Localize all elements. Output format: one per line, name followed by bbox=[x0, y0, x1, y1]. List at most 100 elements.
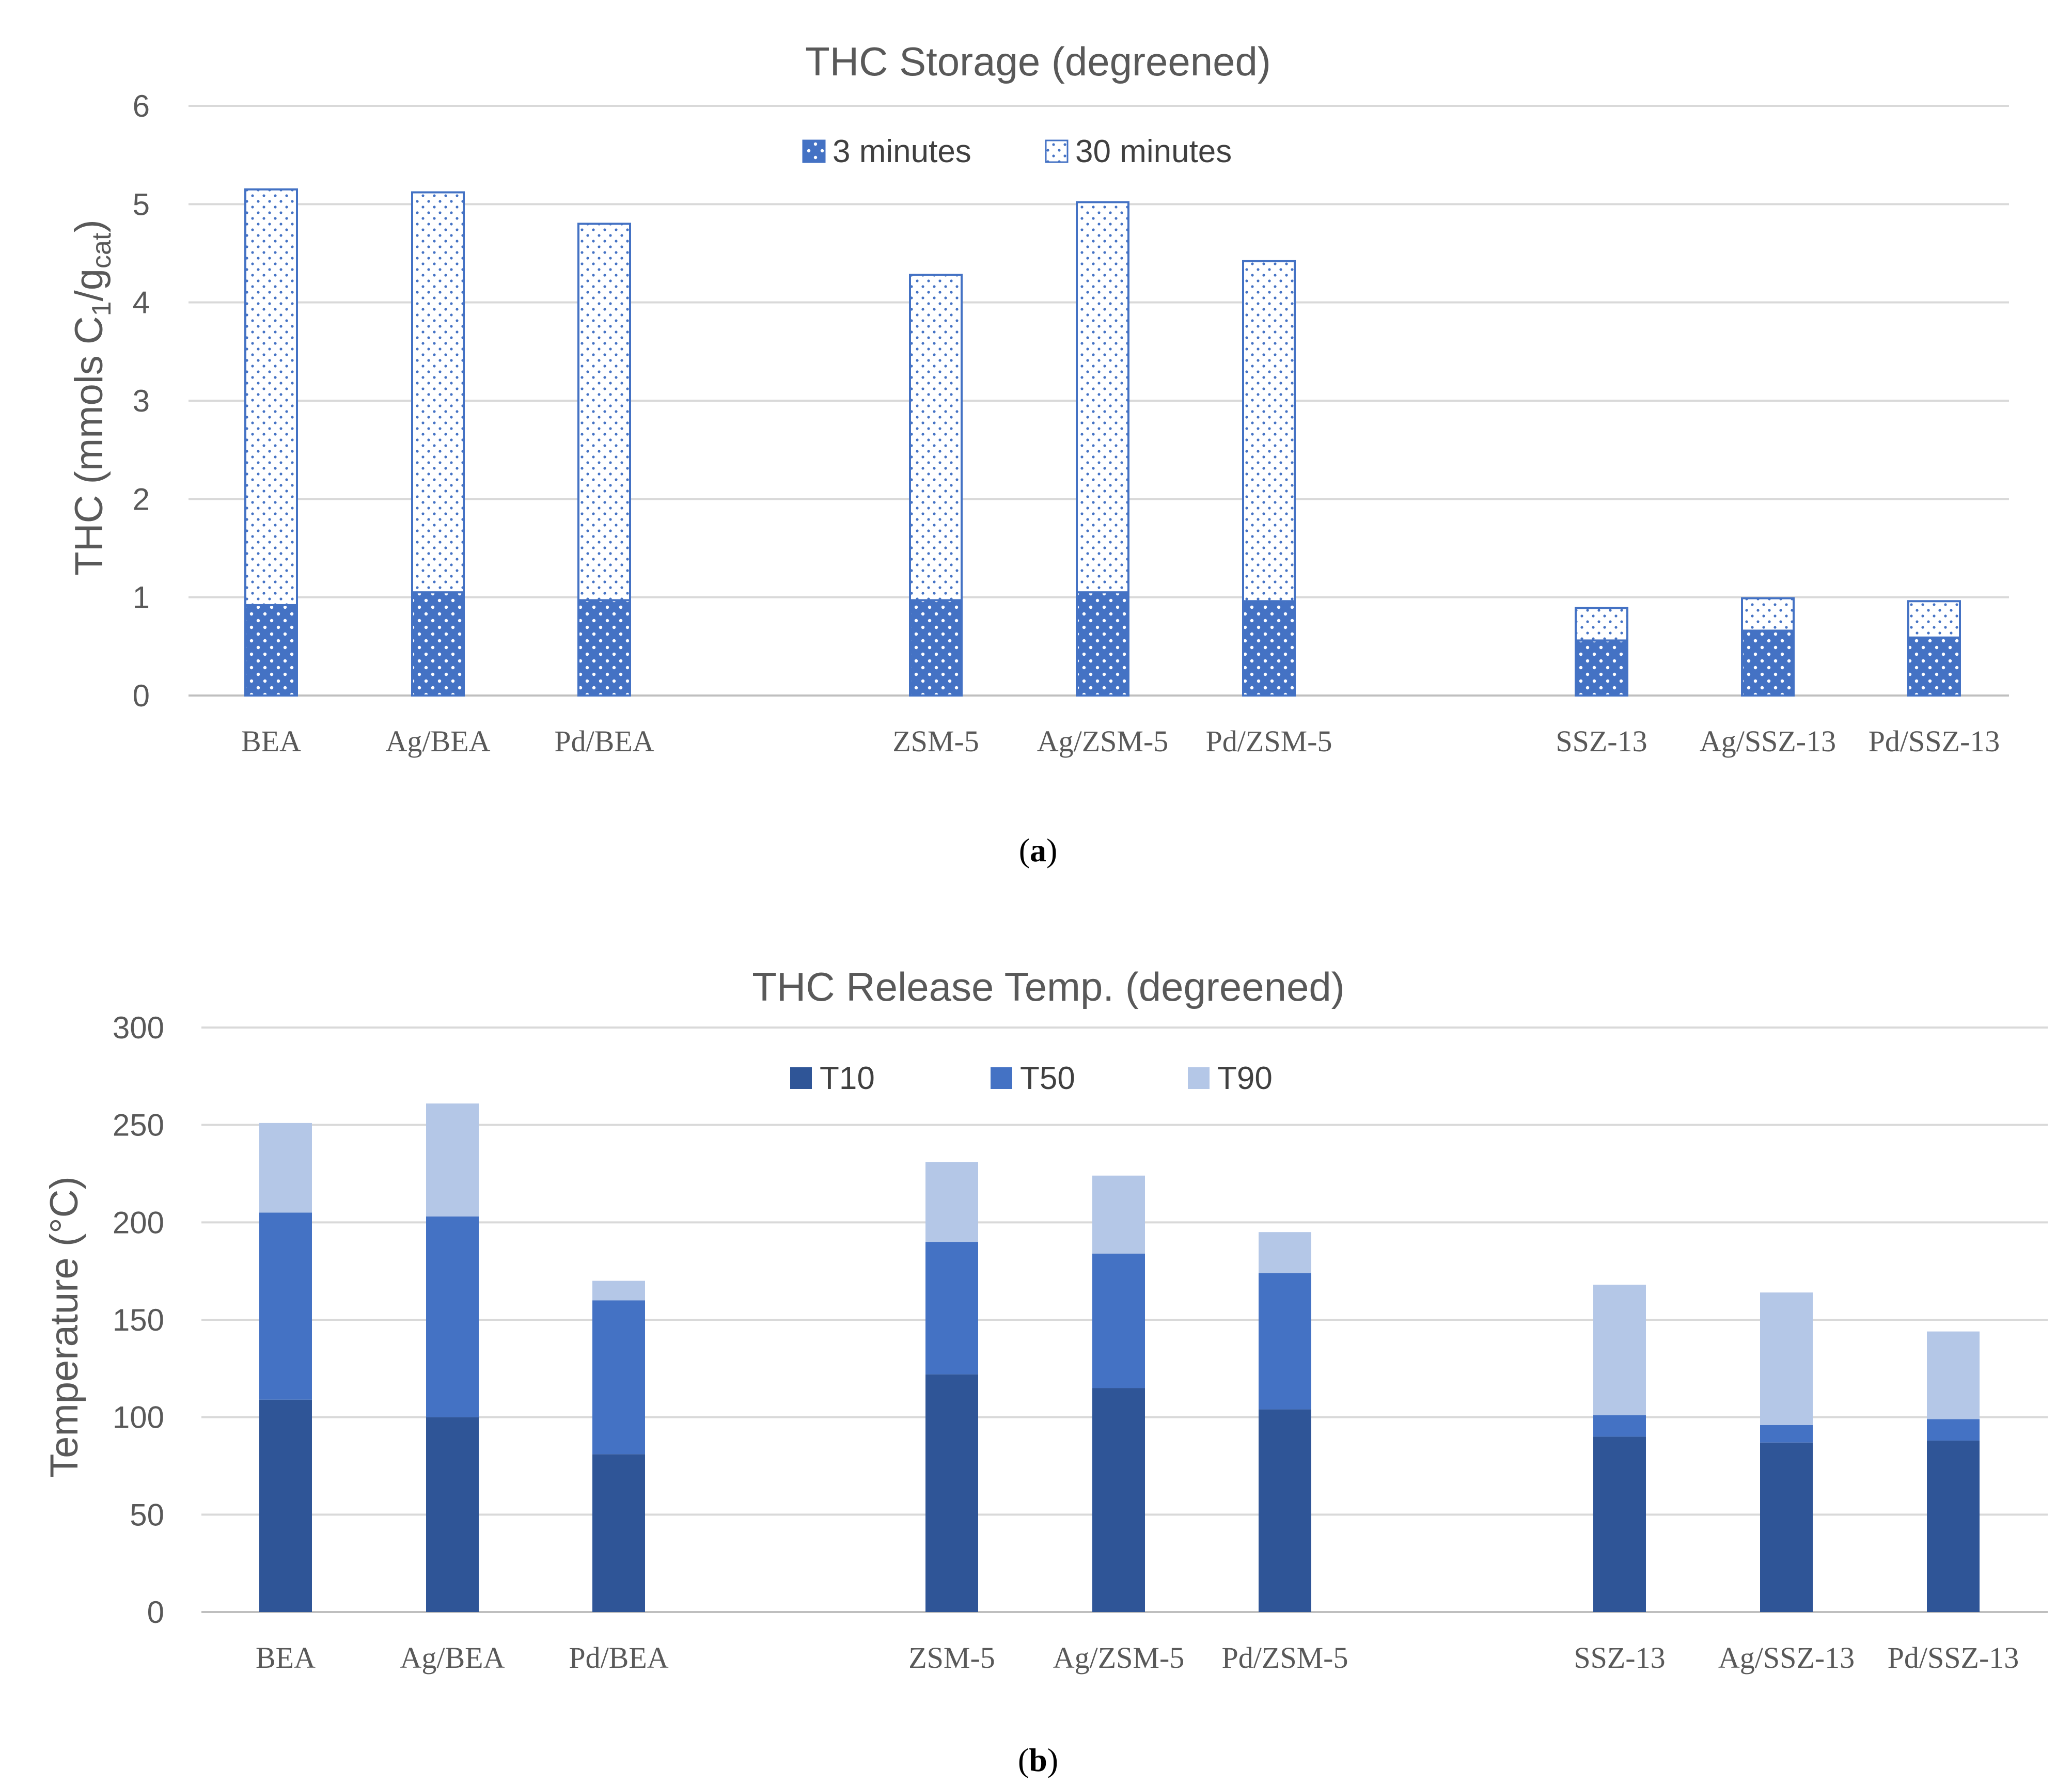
category-label-ag-bea: Ag/BEA bbox=[386, 724, 491, 758]
bar-ag-zsm-5-t10 bbox=[1092, 1388, 1145, 1612]
chart-a-caption: (a) bbox=[1019, 832, 1058, 868]
chart-a-y-ticks: 0 1 2 3 4 5 6 bbox=[133, 89, 150, 713]
chart-b-caption: (b) bbox=[1018, 1742, 1058, 1778]
bar-ag-zsm-5-t50 bbox=[1092, 1253, 1145, 1388]
bar-bea-3-minutes bbox=[244, 604, 298, 697]
bar-pd-ssz-13-t10 bbox=[1927, 1440, 1980, 1612]
legend-swatch-30-minutes bbox=[1045, 139, 1069, 163]
y-tick-label-300: 300 bbox=[113, 1010, 164, 1045]
category-label-pd-bea: Pd/BEA bbox=[554, 724, 654, 758]
legend-swatch-t90 bbox=[1188, 1067, 1210, 1089]
bar-ssz-13-t10 bbox=[1593, 1436, 1646, 1612]
bar-pd-bea-30-minutes bbox=[577, 223, 631, 602]
y-title-end: ) bbox=[67, 219, 111, 232]
legend-label-t50: T50 bbox=[1020, 1061, 1075, 1096]
chart-a-y-axis-title: THC (mmols C1/gcat) bbox=[67, 219, 117, 575]
category-label-pd-zsm-5: Pd/ZSM-5 bbox=[1222, 1641, 1348, 1675]
bar-bea-t50 bbox=[259, 1212, 312, 1400]
bar-pd-ssz-13-30-minutes bbox=[1907, 600, 1961, 639]
y-title-main: THC (mmols C bbox=[67, 316, 111, 575]
y-tick-label-3: 3 bbox=[133, 384, 150, 418]
y-tick-label-50: 50 bbox=[130, 1497, 164, 1532]
category-label-bea: BEA bbox=[256, 1641, 316, 1675]
y-tick-label-1: 1 bbox=[133, 580, 150, 615]
legend-label-t90: T90 bbox=[1217, 1061, 1273, 1096]
category-label-bea: BEA bbox=[241, 724, 301, 758]
y-tick-label-100: 100 bbox=[113, 1400, 164, 1435]
bar-ssz-13-t50 bbox=[1593, 1415, 1646, 1437]
category-label-ssz-13: SSZ-13 bbox=[1556, 724, 1647, 758]
chart-b-legend: T10 T50 T90 bbox=[790, 1061, 1273, 1096]
bar-bea-t90 bbox=[259, 1123, 312, 1213]
legend-label-30-minutes: 30 minutes bbox=[1075, 134, 1232, 169]
bar-zsm-5-30-minutes bbox=[909, 274, 963, 602]
bar-pd-ssz-13-t50 bbox=[1927, 1419, 1980, 1441]
chart-b-category-labels: BEA Ag/BEA Pd/BEA ZSM-5 Ag/ZSM-5 Pd/ZSM-5 SSZ-… bbox=[256, 1641, 2019, 1675]
bar-zsm-5-t90 bbox=[925, 1162, 978, 1242]
category-label-pd-ssz-13: Pd/SSZ-13 bbox=[1869, 724, 2000, 758]
chart-a-legend: 3 minutes 30 minutes bbox=[802, 134, 1232, 169]
chart-b-bars bbox=[259, 1103, 1980, 1612]
y-tick-label-0: 0 bbox=[133, 678, 150, 713]
chart-a: THC Storage (degreened) 0 1 2 3 4 5 6 BEA Ag/BE… bbox=[67, 39, 2009, 868]
chart-b: THC Release Temp. (degreened) 0 50 100 150 2… bbox=[42, 964, 2048, 1778]
bar-pd-zsm-5-30-minutes bbox=[1242, 260, 1296, 603]
y-title-sub2: cat bbox=[87, 232, 117, 268]
bar-pd-zsm-5-t50 bbox=[1259, 1273, 1311, 1410]
bar-pd-bea-t90 bbox=[592, 1281, 645, 1301]
y-tick-label-0: 0 bbox=[147, 1595, 164, 1630]
bar-ag-bea-3-minutes bbox=[411, 591, 465, 697]
chart-a-title: THC Storage (degreened) bbox=[805, 39, 1271, 84]
bar-pd-bea-t10 bbox=[592, 1454, 645, 1612]
category-label-ag-bea: Ag/BEA bbox=[400, 1641, 505, 1675]
y-title-sub1: 1 bbox=[87, 301, 117, 316]
y-title-mid: /g bbox=[67, 268, 111, 301]
category-label-ag-zsm-5: Ag/ZSM-5 bbox=[1037, 724, 1169, 758]
bar-ssz-13-30-minutes bbox=[1575, 607, 1628, 642]
category-label-pd-bea: Pd/BEA bbox=[569, 1641, 668, 1675]
legend-swatch-t50 bbox=[991, 1067, 1012, 1089]
category-label-ag-zsm-5: Ag/ZSM-5 bbox=[1053, 1641, 1185, 1675]
bar-pd-ssz-13-3-minutes bbox=[1907, 636, 1961, 697]
y-tick-label-250: 250 bbox=[113, 1108, 164, 1143]
bar-ag-ssz-13-30-minutes bbox=[1741, 597, 1795, 632]
bar-ag-ssz-13-3-minutes bbox=[1741, 629, 1795, 697]
bar-ag-zsm-5-3-minutes bbox=[1076, 591, 1129, 697]
category-label-pd-zsm-5: Pd/ZSM-5 bbox=[1206, 724, 1332, 758]
legend-swatch-3-minutes bbox=[802, 139, 826, 163]
category-label-zsm-5: ZSM-5 bbox=[892, 724, 979, 758]
bar-pd-zsm-5-t10 bbox=[1259, 1409, 1311, 1612]
bar-ag-ssz-13-t10 bbox=[1760, 1442, 1813, 1612]
bar-pd-zsm-5-3-minutes bbox=[1242, 600, 1296, 697]
bar-bea-t10 bbox=[259, 1399, 312, 1612]
y-tick-label-150: 150 bbox=[113, 1303, 164, 1337]
y-tick-label-200: 200 bbox=[113, 1205, 164, 1240]
bar-ssz-13-3-minutes bbox=[1575, 639, 1628, 697]
bar-zsm-5-t50 bbox=[925, 1242, 978, 1375]
category-label-pd-ssz-13: Pd/SSZ-13 bbox=[1888, 1641, 2019, 1675]
bar-zsm-5-3-minutes bbox=[909, 599, 963, 697]
bar-pd-bea-t50 bbox=[592, 1300, 645, 1455]
chart-b-y-axis-title: Temperature (°C) bbox=[42, 1176, 86, 1478]
category-label-ag-ssz-13: Ag/SSZ-13 bbox=[1700, 724, 1836, 758]
bar-ag-bea-t10 bbox=[426, 1417, 479, 1612]
bar-ssz-13-t90 bbox=[1593, 1285, 1646, 1415]
legend-swatch-t10 bbox=[790, 1067, 812, 1089]
bar-pd-bea-3-minutes bbox=[577, 599, 631, 697]
bar-ag-ssz-13-t90 bbox=[1760, 1292, 1813, 1425]
category-label-ssz-13: SSZ-13 bbox=[1574, 1641, 1665, 1675]
y-tick-label-2: 2 bbox=[133, 482, 150, 516]
chart-b-title: THC Release Temp. (degreened) bbox=[752, 964, 1344, 1009]
category-label-ag-ssz-13: Ag/SSZ-13 bbox=[1718, 1641, 1855, 1675]
bar-ag-bea-t90 bbox=[426, 1103, 479, 1217]
bar-ag-zsm-5-t90 bbox=[1092, 1175, 1145, 1254]
y-tick-label-5: 5 bbox=[133, 187, 150, 222]
bar-pd-zsm-5-t90 bbox=[1259, 1232, 1311, 1273]
chart-a-category-labels: BEA Ag/BEA Pd/BEA ZSM-5 Ag/ZSM-5 Pd/ZSM-5 SSZ-… bbox=[241, 724, 2000, 758]
bar-ag-ssz-13-t50 bbox=[1760, 1425, 1813, 1443]
y-tick-label-4: 4 bbox=[133, 286, 150, 320]
legend-label-3-minutes: 3 minutes bbox=[833, 134, 971, 169]
bar-bea-30-minutes bbox=[244, 188, 298, 606]
category-label-zsm-5: ZSM-5 bbox=[908, 1641, 995, 1675]
